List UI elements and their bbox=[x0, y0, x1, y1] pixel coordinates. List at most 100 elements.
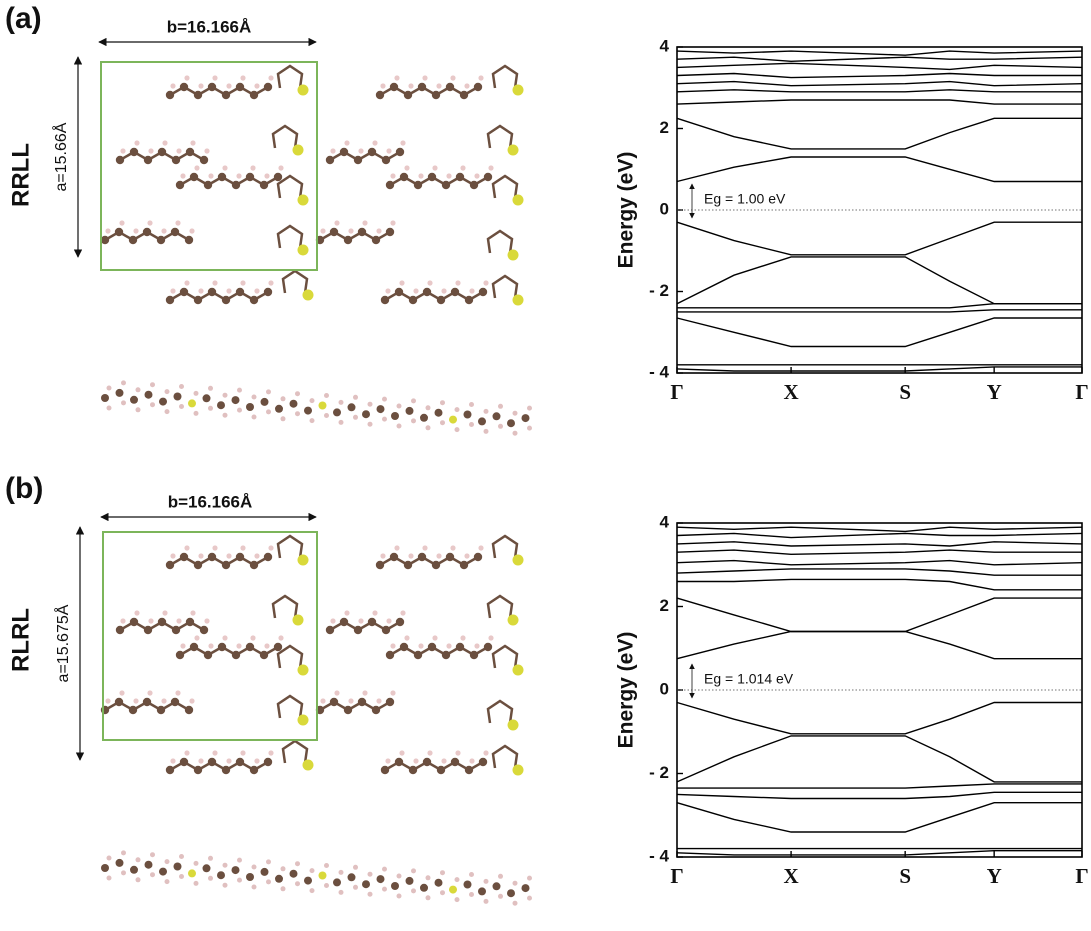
band bbox=[676, 56, 1083, 63]
band bbox=[676, 597, 1082, 633]
bond bbox=[132, 230, 148, 242]
hydrogen bbox=[320, 698, 326, 704]
hydrogen bbox=[222, 165, 228, 171]
side-h bbox=[382, 886, 387, 892]
side-h bbox=[440, 870, 445, 876]
side-atom bbox=[144, 860, 153, 869]
side-h bbox=[193, 880, 199, 886]
thiophene bbox=[491, 274, 519, 299]
hydrogen bbox=[134, 140, 140, 146]
hydrogen bbox=[390, 173, 396, 179]
side-atom bbox=[202, 864, 211, 873]
side-h bbox=[164, 859, 170, 865]
bond bbox=[393, 85, 409, 97]
side-h bbox=[280, 416, 286, 422]
side-h bbox=[150, 402, 155, 408]
hydrogen bbox=[334, 690, 340, 696]
side-h bbox=[309, 418, 315, 424]
hydrogen bbox=[348, 698, 354, 704]
bond bbox=[398, 290, 414, 302]
hydrogen bbox=[372, 140, 378, 146]
hydrogen bbox=[222, 635, 228, 641]
band bbox=[676, 791, 1082, 800]
side-h bbox=[411, 398, 416, 404]
bond bbox=[119, 150, 135, 162]
side-h bbox=[208, 405, 213, 411]
side-h bbox=[411, 868, 416, 874]
hydrogen bbox=[194, 635, 200, 641]
y-tick-label: 2 bbox=[660, 596, 669, 615]
side-h bbox=[179, 874, 184, 879]
hydrogen bbox=[464, 553, 470, 559]
bond bbox=[343, 620, 359, 632]
side-h bbox=[237, 387, 242, 393]
side-h bbox=[106, 385, 112, 391]
side-atom bbox=[275, 874, 283, 883]
hydrogen bbox=[469, 288, 475, 294]
band bbox=[676, 802, 1082, 833]
side-atom bbox=[304, 876, 312, 885]
hydrogen bbox=[268, 75, 274, 81]
sulfur bbox=[512, 764, 524, 776]
panel-label: (a) bbox=[5, 2, 42, 35]
unit-cell bbox=[100, 61, 318, 271]
side-atom bbox=[318, 871, 327, 880]
band bbox=[676, 117, 1082, 150]
side-h bbox=[251, 884, 257, 890]
band bbox=[676, 559, 1083, 566]
bond bbox=[132, 700, 148, 712]
side-h bbox=[498, 873, 503, 879]
hydrogen bbox=[432, 165, 438, 171]
bond bbox=[193, 645, 209, 657]
bond bbox=[463, 555, 479, 567]
side-atom bbox=[463, 880, 472, 889]
bond bbox=[197, 760, 213, 772]
hydrogen bbox=[212, 750, 218, 756]
y-axis-label: Energy (eV) bbox=[615, 152, 638, 269]
bond bbox=[389, 175, 405, 187]
hydrogen bbox=[161, 698, 167, 704]
hydrogen bbox=[474, 173, 480, 179]
hydrogen bbox=[436, 553, 442, 559]
side-atom bbox=[101, 864, 109, 872]
gap-annotation: Eg = 1.00 eV bbox=[704, 191, 786, 207]
hydrogen bbox=[358, 148, 364, 154]
bond bbox=[379, 85, 395, 97]
sulfur bbox=[302, 289, 314, 301]
hydrogen bbox=[446, 643, 452, 649]
bond bbox=[435, 555, 451, 567]
thiophene bbox=[491, 534, 519, 559]
side-h bbox=[454, 427, 460, 433]
bond bbox=[161, 150, 177, 162]
side-atom bbox=[362, 410, 370, 419]
hydrogen bbox=[204, 618, 210, 624]
x-tick-label: Γ bbox=[670, 380, 683, 404]
side-h bbox=[121, 400, 126, 406]
side-h bbox=[251, 394, 257, 400]
side-h bbox=[309, 398, 315, 404]
bond bbox=[385, 150, 401, 162]
side-h bbox=[396, 893, 402, 899]
side-h bbox=[208, 875, 213, 881]
hydrogen bbox=[400, 610, 406, 616]
side-h bbox=[280, 866, 286, 872]
side-atom bbox=[521, 884, 530, 893]
side-h bbox=[527, 425, 532, 431]
hydrogen bbox=[180, 643, 186, 649]
side-h bbox=[324, 413, 329, 418]
bond bbox=[239, 555, 255, 567]
bond bbox=[343, 150, 359, 162]
hydrogen bbox=[376, 228, 382, 234]
side-h bbox=[512, 430, 518, 436]
bond bbox=[384, 760, 400, 772]
hydrogen bbox=[450, 545, 456, 551]
hydrogen bbox=[190, 140, 196, 146]
hydrogen bbox=[184, 750, 190, 756]
bond bbox=[225, 760, 241, 772]
hydrogen bbox=[408, 553, 414, 559]
bond bbox=[263, 645, 279, 657]
side-atom bbox=[449, 885, 457, 894]
side-atom bbox=[347, 403, 356, 412]
hydrogen bbox=[436, 83, 442, 89]
hydrogen bbox=[362, 220, 368, 226]
